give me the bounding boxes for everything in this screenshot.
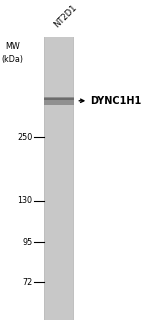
Text: 72: 72 xyxy=(22,278,32,287)
Text: NT2D1: NT2D1 xyxy=(52,3,79,29)
Bar xyxy=(44,97,74,105)
Text: 95: 95 xyxy=(22,238,32,247)
Text: 130: 130 xyxy=(17,196,32,205)
Bar xyxy=(44,37,74,320)
Bar xyxy=(73,37,74,320)
Bar xyxy=(44,37,45,320)
Text: MW: MW xyxy=(6,43,20,52)
Text: DYNC1H1: DYNC1H1 xyxy=(90,96,141,106)
Text: 250: 250 xyxy=(17,133,32,142)
Text: (kDa): (kDa) xyxy=(2,55,24,64)
Bar xyxy=(44,98,74,100)
